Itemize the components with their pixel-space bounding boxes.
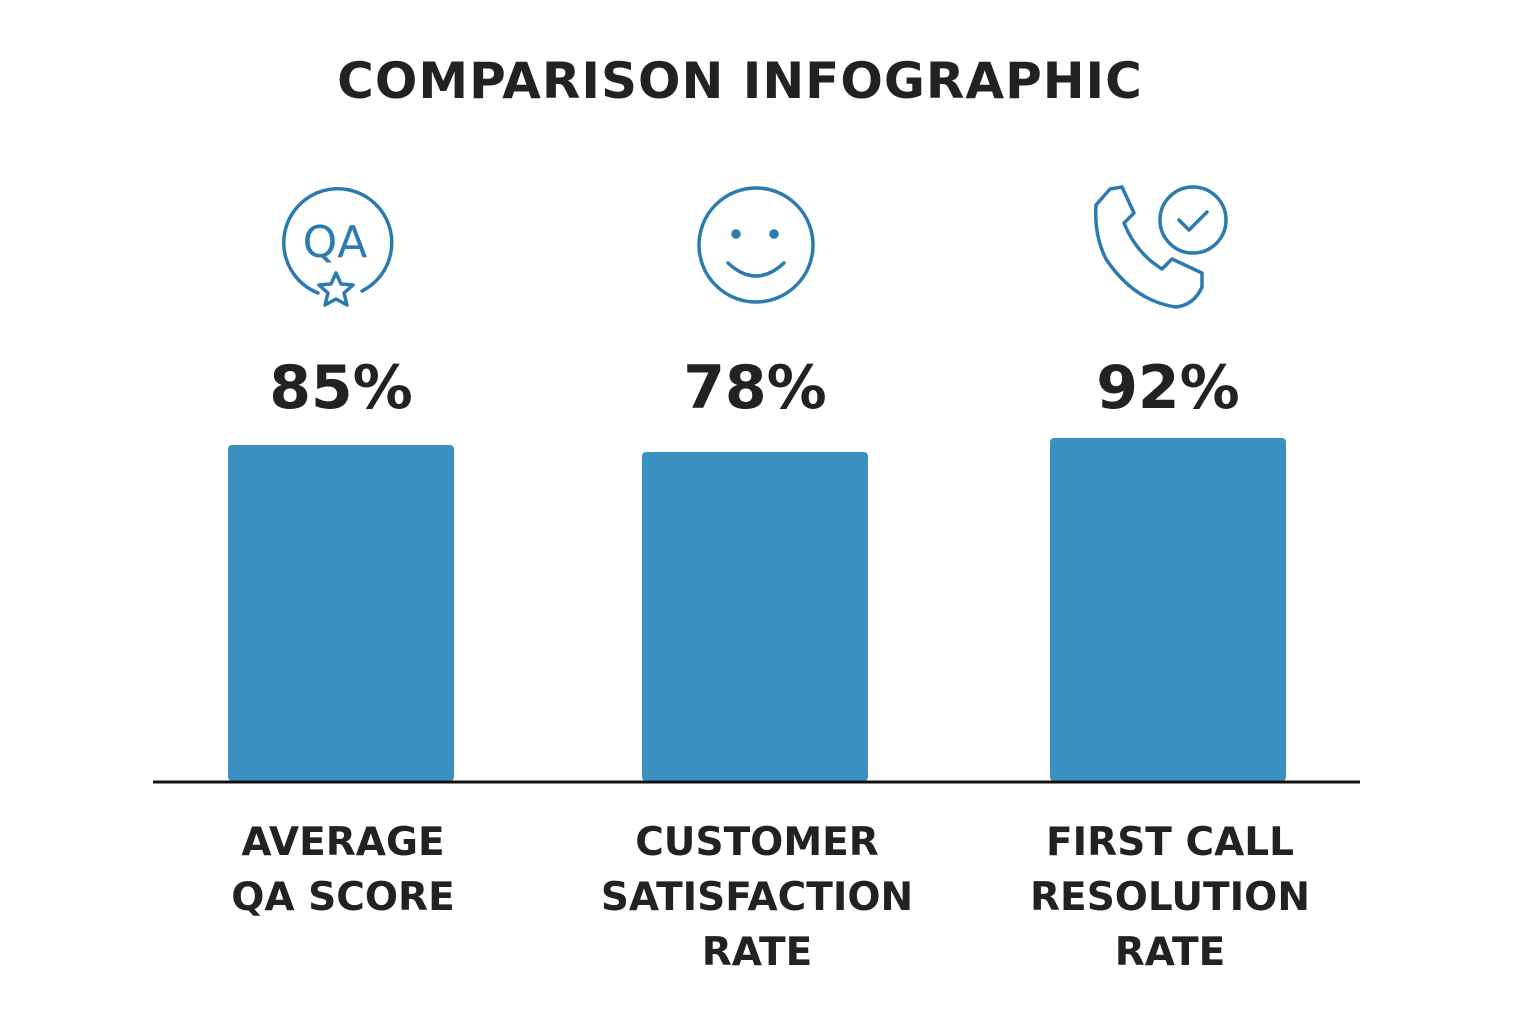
category-label: AVERAGE QA SCORE [163, 815, 523, 925]
qa-star-icon: QA [276, 185, 396, 319]
category-label-line: CUSTOMER [635, 820, 879, 865]
category-label-line: SATISFACTION [600, 875, 914, 920]
bar [642, 452, 868, 781]
category-label: CUSTOMER SATISFACTION RATE [577, 815, 937, 980]
category-label-line: RATE [701, 930, 813, 975]
category-label-line: RATE [1114, 930, 1226, 975]
value-label: 78% [683, 353, 827, 423]
qa-icon-text: QA [303, 217, 368, 268]
category-label-line: AVERAGE [241, 820, 445, 865]
chart-title: COMPARISON INFOGRAPHIC [337, 52, 1143, 110]
category-label: FIRST CALL RESOLUTION RATE [990, 815, 1350, 980]
phone-check-icon [1090, 183, 1235, 319]
value-label: 85% [269, 353, 413, 423]
category-label-line: RESOLUTION [1030, 875, 1310, 920]
bar [1050, 438, 1286, 781]
smiley-face-icon [694, 183, 818, 311]
value-label: 92% [1096, 353, 1240, 423]
category-label-line: FIRST CALL [1046, 820, 1294, 865]
bar [228, 445, 454, 781]
category-label-line: QA SCORE [231, 875, 455, 920]
